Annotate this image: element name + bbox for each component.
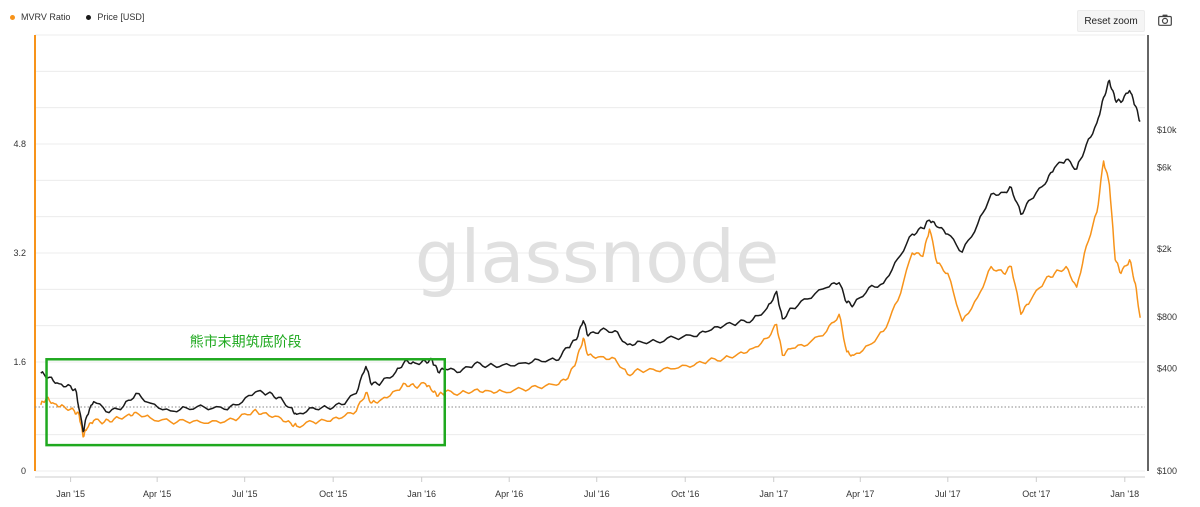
x-tick-label: Jan '17 xyxy=(759,489,788,499)
y-left-tick-label: 3.2 xyxy=(13,248,26,258)
y-left-tick-label: 1.6 xyxy=(13,357,26,367)
x-tick-label: Oct '17 xyxy=(1022,489,1050,499)
x-tick-label: Apr '17 xyxy=(846,489,874,499)
x-tick-label: Apr '16 xyxy=(495,489,523,499)
x-tick-label: Jan '15 xyxy=(56,489,85,499)
x-tick-label: Jul '16 xyxy=(584,489,610,499)
annotation-label: 熊市末期筑底阶段 xyxy=(190,333,302,350)
y-left-tick-label: 4.8 xyxy=(13,139,26,149)
y-right-axis-ticks: $100 $400 $800 $2k $6k $10k xyxy=(1157,125,1177,476)
annotation-box xyxy=(45,358,447,447)
watermark: glassnode xyxy=(415,215,780,299)
camera-icon[interactable] xyxy=(1158,14,1172,26)
y-right-tick-label: $10k xyxy=(1157,125,1177,135)
legend: MVRV Ratio Price [USD] xyxy=(10,12,144,22)
legend-item-price[interactable]: Price [USD] xyxy=(86,12,144,22)
y-right-tick-label: $800 xyxy=(1157,312,1177,322)
legend-label-price: Price [USD] xyxy=(97,12,145,22)
x-tick-label: Jul '17 xyxy=(935,489,961,499)
legend-dot-price xyxy=(86,14,92,20)
series-line-mvrv-ratio xyxy=(40,160,1141,438)
x-tick-label: Jan '16 xyxy=(407,489,436,499)
legend-label-mvrv: MVRV Ratio xyxy=(21,12,71,22)
reset-zoom-button[interactable]: Reset zoom xyxy=(1077,10,1145,32)
legend-item-mvrv[interactable]: MVRV Ratio xyxy=(10,12,70,22)
x-tick-label: Jan '18 xyxy=(1110,489,1139,499)
y-left-axis-ticks: 0 1.6 3.2 4.8 xyxy=(13,139,26,476)
x-tick-label: Oct '15 xyxy=(319,489,347,499)
x-tick-label: Apr '15 xyxy=(143,489,171,499)
y-right-tick-label: $100 xyxy=(1157,466,1177,476)
y-left-tick-label: 0 xyxy=(21,466,26,476)
y-right-tick-label: $2k xyxy=(1157,244,1172,254)
x-axis-ticks: Jan '15 Apr '15 Jul '15 Oct '15 Jan '16 Apr '… xyxy=(56,477,1139,499)
series-line-price-usd xyxy=(40,79,1141,433)
x-tick-label: Oct '16 xyxy=(671,489,699,499)
y-right-tick-label: $6k xyxy=(1157,163,1172,173)
grid-lines xyxy=(35,34,1145,472)
x-tick-label: Jul '15 xyxy=(232,489,258,499)
legend-dot-mvrv xyxy=(10,14,15,20)
y-right-tick-label: $400 xyxy=(1157,363,1177,373)
